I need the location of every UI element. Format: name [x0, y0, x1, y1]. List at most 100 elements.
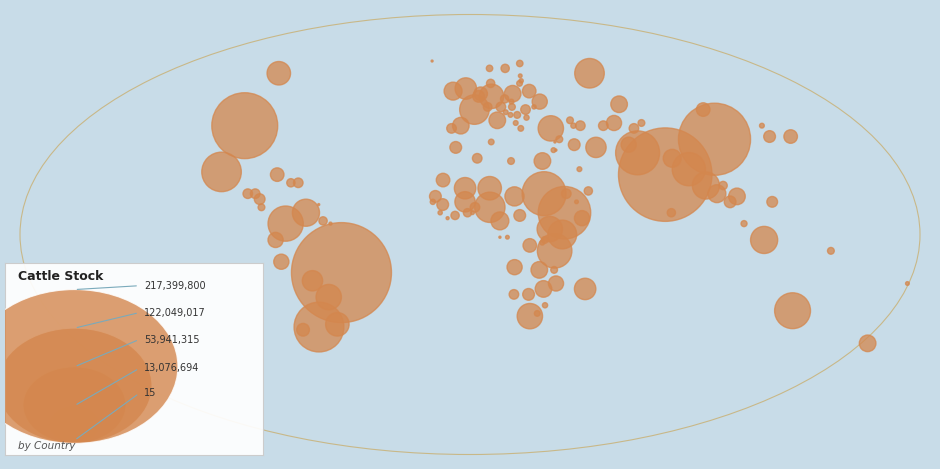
Circle shape: [471, 211, 475, 215]
Circle shape: [693, 172, 719, 199]
Circle shape: [431, 199, 435, 204]
Circle shape: [451, 212, 460, 219]
Circle shape: [541, 236, 548, 243]
Circle shape: [523, 239, 537, 252]
Circle shape: [569, 139, 580, 151]
Circle shape: [49, 406, 100, 443]
Circle shape: [250, 189, 260, 198]
Circle shape: [574, 278, 596, 300]
Circle shape: [271, 168, 284, 182]
Circle shape: [775, 293, 810, 329]
Circle shape: [531, 262, 548, 278]
Circle shape: [905, 282, 909, 285]
Text: 15: 15: [145, 388, 157, 398]
Circle shape: [470, 203, 479, 212]
Circle shape: [319, 217, 327, 225]
Text: 122,049,017: 122,049,017: [145, 308, 206, 318]
Circle shape: [496, 102, 506, 112]
Circle shape: [438, 211, 443, 215]
Circle shape: [463, 209, 472, 217]
Circle shape: [524, 115, 529, 120]
Circle shape: [534, 153, 551, 169]
Circle shape: [555, 149, 557, 151]
Circle shape: [532, 94, 547, 109]
Circle shape: [522, 172, 566, 216]
Circle shape: [827, 248, 835, 254]
Circle shape: [473, 91, 484, 102]
Circle shape: [509, 99, 514, 104]
Circle shape: [23, 367, 126, 443]
Circle shape: [554, 141, 556, 143]
Circle shape: [763, 131, 776, 143]
Circle shape: [473, 153, 482, 163]
Circle shape: [584, 187, 592, 195]
Circle shape: [518, 126, 524, 131]
Circle shape: [294, 302, 344, 352]
Circle shape: [741, 220, 747, 227]
Circle shape: [505, 187, 525, 206]
Circle shape: [542, 303, 548, 308]
Circle shape: [517, 60, 523, 67]
Circle shape: [255, 194, 265, 204]
Circle shape: [454, 177, 476, 199]
Circle shape: [724, 196, 736, 208]
Circle shape: [697, 103, 710, 116]
Circle shape: [455, 192, 476, 212]
Circle shape: [574, 59, 604, 88]
Circle shape: [501, 64, 509, 73]
Circle shape: [521, 105, 530, 114]
Circle shape: [728, 188, 745, 204]
Circle shape: [719, 182, 728, 189]
Circle shape: [513, 121, 518, 125]
Circle shape: [202, 152, 242, 192]
Circle shape: [575, 121, 585, 130]
Circle shape: [329, 222, 332, 225]
Circle shape: [750, 227, 777, 254]
Circle shape: [760, 123, 764, 128]
Circle shape: [667, 209, 676, 217]
Circle shape: [489, 139, 494, 145]
Circle shape: [538, 116, 563, 141]
Circle shape: [571, 123, 576, 129]
Circle shape: [430, 190, 441, 202]
Circle shape: [574, 211, 589, 226]
Circle shape: [474, 87, 488, 100]
Circle shape: [586, 137, 606, 158]
Circle shape: [243, 189, 253, 198]
Circle shape: [507, 259, 523, 275]
Circle shape: [518, 74, 522, 78]
Circle shape: [859, 335, 876, 352]
Circle shape: [523, 288, 535, 300]
Circle shape: [514, 112, 521, 118]
Circle shape: [450, 142, 462, 153]
Circle shape: [664, 149, 682, 167]
Circle shape: [574, 200, 578, 204]
Circle shape: [508, 113, 513, 117]
Circle shape: [499, 236, 501, 238]
Circle shape: [708, 185, 726, 203]
Circle shape: [551, 148, 556, 152]
Circle shape: [556, 136, 563, 143]
Circle shape: [292, 199, 320, 226]
Circle shape: [672, 152, 705, 186]
Circle shape: [500, 95, 509, 103]
Circle shape: [619, 128, 712, 221]
Circle shape: [318, 204, 320, 205]
Circle shape: [767, 197, 777, 207]
Circle shape: [483, 103, 492, 111]
Circle shape: [551, 266, 557, 273]
Circle shape: [455, 78, 477, 99]
Circle shape: [638, 120, 645, 126]
Circle shape: [616, 131, 660, 175]
Circle shape: [514, 210, 525, 221]
Text: 13,076,694: 13,076,694: [145, 363, 199, 373]
Circle shape: [784, 130, 797, 144]
Circle shape: [486, 65, 493, 72]
Circle shape: [611, 96, 627, 113]
Circle shape: [538, 234, 572, 268]
Circle shape: [517, 303, 542, 329]
Circle shape: [436, 173, 450, 187]
Circle shape: [505, 85, 521, 102]
Circle shape: [303, 271, 322, 291]
Circle shape: [446, 217, 449, 219]
